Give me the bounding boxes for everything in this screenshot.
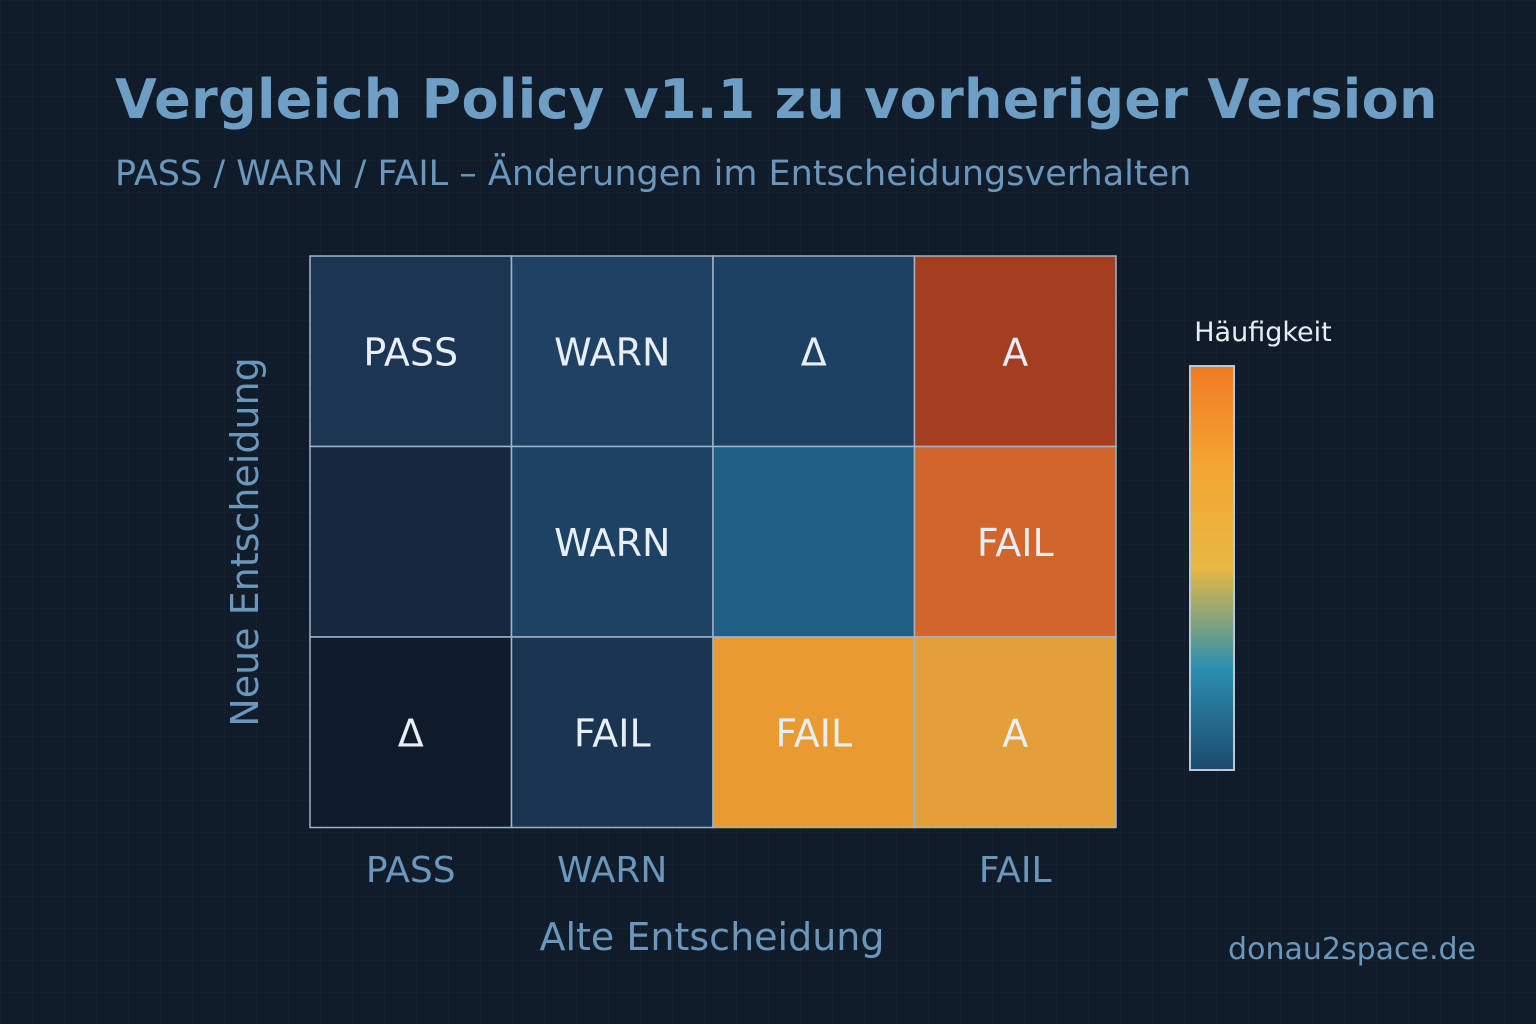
heatmap-cell	[510, 636, 714, 829]
cell-label: A	[1002, 330, 1028, 374]
x-tick-label: FAIL	[979, 850, 1052, 891]
cell-label: FAIL	[977, 521, 1054, 565]
heatmap-cell	[712, 255, 916, 448]
legend-title: Häufigkeit	[1194, 317, 1331, 348]
heatmap-cell	[712, 636, 916, 829]
chart-title: Vergleich Policy v1.1 zu vorheriger Vers…	[115, 68, 1438, 131]
footer-site: donau2space.de	[1228, 932, 1476, 967]
x-tick-label: PASS	[366, 850, 456, 891]
chart-subtitle: PASS / WARN / FAIL – Änderungen im Entsc…	[115, 154, 1192, 194]
x-tick-label: WARN	[557, 850, 667, 891]
legend-colorbar	[1189, 365, 1235, 771]
cell-label: WARN	[554, 330, 670, 374]
cell-label: Δ	[398, 711, 424, 755]
heatmap-cell	[309, 445, 513, 638]
y-axis-label: Neue Entscheidung	[223, 357, 267, 726]
heatmap-cell	[913, 255, 1117, 448]
cell-label: WARN	[554, 521, 670, 565]
heatmap-cell	[309, 636, 513, 829]
cell-label: FAIL	[775, 711, 852, 755]
heatmap-cell	[510, 445, 714, 638]
cell-label: A	[1002, 711, 1028, 755]
heatmap-cell	[913, 445, 1117, 638]
cell-label: PASS	[363, 330, 458, 374]
x-axis-label: Alte Entscheidung	[539, 915, 884, 959]
heatmap-cell	[913, 636, 1117, 829]
cell-label: FAIL	[574, 711, 651, 755]
cell-label: Δ	[801, 330, 827, 374]
heatmap-cell	[712, 445, 916, 638]
